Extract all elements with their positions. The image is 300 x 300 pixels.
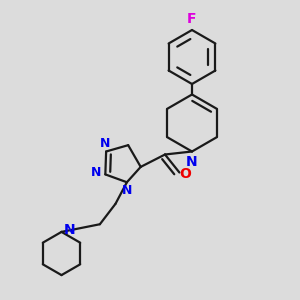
Text: N: N	[64, 223, 76, 236]
Text: F: F	[187, 12, 197, 26]
Text: N: N	[99, 136, 110, 150]
Text: N: N	[186, 155, 198, 169]
Text: N: N	[91, 167, 101, 179]
Text: O: O	[179, 167, 191, 181]
Text: N: N	[122, 184, 132, 197]
